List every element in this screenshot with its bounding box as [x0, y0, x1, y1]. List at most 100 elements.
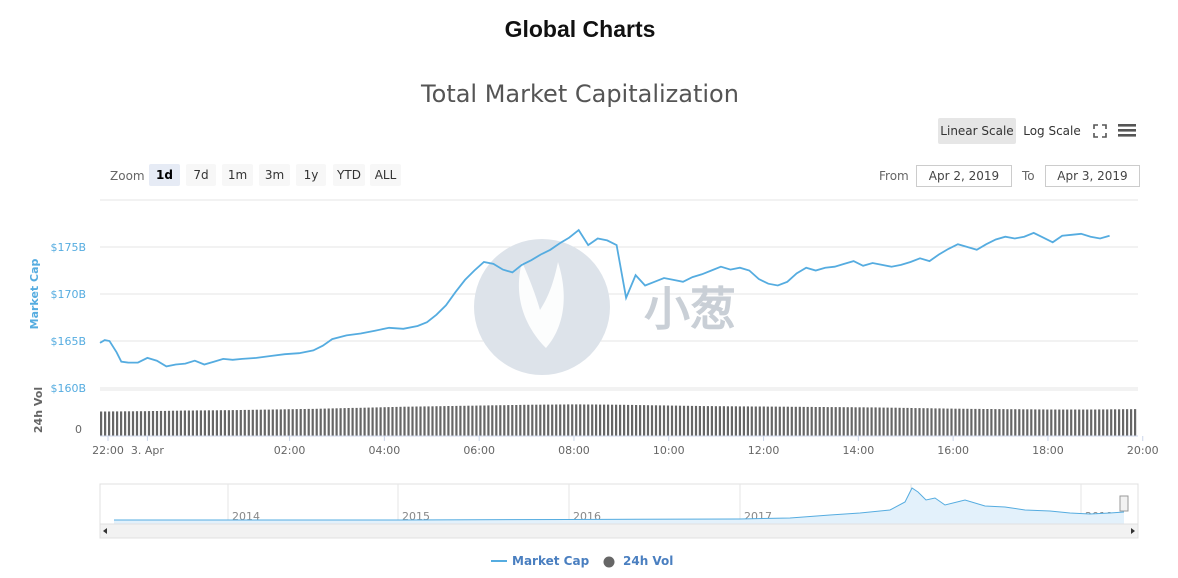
- volume-bar: [383, 407, 386, 436]
- volume-bar: [1042, 409, 1045, 436]
- volume-bar: [379, 407, 382, 436]
- fullscreen-icon[interactable]: [1092, 123, 1108, 139]
- volume-bar: [443, 406, 446, 436]
- volume-bar: [583, 404, 586, 436]
- zoom-button-1m[interactable]: 1m: [222, 164, 253, 186]
- volume-bar: [1094, 409, 1097, 436]
- volume-bar: [503, 405, 506, 436]
- volume-bar: [463, 405, 466, 436]
- volume-bar: [802, 406, 805, 436]
- volume-bar: [187, 410, 190, 436]
- zoom-button-ytd[interactable]: YTD: [333, 164, 365, 186]
- volume-bar: [499, 405, 502, 436]
- y-tick-label: $160B: [50, 382, 86, 395]
- volume-bar: [994, 409, 997, 436]
- volume-bar: [962, 408, 965, 436]
- volume-bar: [758, 406, 761, 436]
- from-date-input[interactable]: Apr 2, 2019: [916, 165, 1012, 187]
- volume-bar: [371, 407, 374, 436]
- volume-bar: [702, 406, 705, 436]
- volume-bar: [750, 406, 753, 436]
- to-date-input[interactable]: Apr 3, 2019: [1045, 165, 1140, 187]
- volume-bar: [535, 404, 538, 436]
- volume-bar: [694, 405, 698, 436]
- volume-bar: [1062, 409, 1065, 436]
- volume-bar: [878, 407, 881, 436]
- x-tick-label: 22:00: [92, 444, 124, 457]
- volume-bar: [1054, 409, 1057, 436]
- volume-bar: [447, 406, 450, 436]
- zoom-button-all[interactable]: ALL: [370, 164, 401, 186]
- to-label: To: [1022, 169, 1035, 183]
- volume-bar: [351, 407, 354, 436]
- x-tick-label: 10:00: [653, 444, 685, 457]
- zoom-button-3m[interactable]: 3m: [259, 164, 290, 186]
- volume-bar: [571, 404, 574, 436]
- x-tick-label: 20:00: [1127, 444, 1159, 457]
- volume-bar: [958, 408, 961, 436]
- volume-bar: [116, 411, 119, 436]
- zoom-button-1d[interactable]: 1d: [149, 164, 180, 186]
- volume-zero-label: 0: [75, 423, 82, 436]
- volume-bar: [914, 408, 917, 436]
- volume-bar: [467, 405, 470, 436]
- log-scale-button[interactable]: Log Scale: [1023, 124, 1081, 138]
- volume-bar: [511, 405, 514, 436]
- y-tick-label: $170B: [50, 288, 86, 301]
- volume-bar: [1126, 409, 1129, 436]
- market-cap-line: [99, 228, 1110, 368]
- volume-bar: [1070, 409, 1073, 436]
- volume-bar: [1002, 409, 1005, 436]
- volume-bar: [635, 405, 638, 436]
- volume-bar: [327, 408, 330, 436]
- volume-bar: [810, 406, 813, 436]
- zoom-button-7d[interactable]: 7d: [186, 164, 216, 186]
- volume-bar: [239, 410, 242, 436]
- volume-bar: [798, 406, 801, 436]
- legend-market-cap[interactable]: Market Cap: [512, 554, 590, 568]
- volume-bar: [1022, 409, 1025, 436]
- volume-bar: [455, 405, 458, 436]
- volume-bar: [543, 404, 546, 436]
- volume-bar: [539, 404, 542, 436]
- volume-bar: [890, 407, 893, 436]
- volume-bar: [359, 407, 362, 436]
- volume-bar: [998, 409, 1001, 436]
- volume-bar: [515, 405, 518, 436]
- volume-bar: [1134, 409, 1137, 436]
- volume-bar: [411, 406, 414, 436]
- volume-bar: [271, 409, 274, 436]
- linear-scale-button[interactable]: Linear Scale: [938, 118, 1016, 144]
- volume-bar: [391, 407, 394, 436]
- volume-bar: [431, 406, 434, 436]
- navigator-scrollbar: [99, 523, 1139, 539]
- volume-bar: [595, 404, 598, 436]
- volume-bar: [259, 409, 262, 436]
- volume-bar: [491, 405, 494, 436]
- volume-bar: [243, 409, 246, 436]
- volume-bar: [966, 408, 969, 436]
- volume-bar: [646, 405, 650, 436]
- volume-bar: [171, 410, 175, 436]
- legend-volume-symbol[interactable]: [602, 555, 616, 569]
- volume-bar: [942, 408, 945, 436]
- legend-market-cap-symbol[interactable]: [490, 556, 508, 566]
- volume-bar: [307, 408, 310, 436]
- volume-bar: [710, 406, 713, 436]
- volume-bar: [195, 410, 198, 436]
- volume-bar: [1010, 409, 1013, 436]
- volume-bar: [279, 409, 282, 436]
- volume-bar: [902, 407, 905, 436]
- volume-bar: [363, 407, 366, 436]
- volume-bar: [866, 407, 869, 436]
- hamburger-menu-icon[interactable]: [1118, 122, 1136, 138]
- volume-bar: [435, 406, 438, 436]
- volume-bar: [830, 407, 833, 436]
- volume-bar: [179, 410, 182, 436]
- legend-24h-vol[interactable]: 24h Vol: [623, 554, 674, 568]
- x-tick-label: 02:00: [274, 444, 306, 457]
- y-axis-label: Market Cap: [28, 259, 41, 330]
- zoom-button-1y[interactable]: 1y: [296, 164, 326, 186]
- volume-bar: [678, 405, 682, 436]
- x-tick-label: 3. Apr: [131, 444, 164, 457]
